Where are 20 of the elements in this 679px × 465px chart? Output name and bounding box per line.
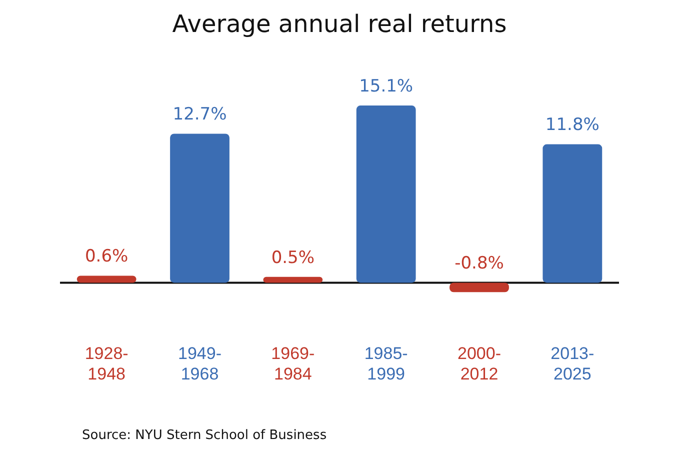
bar	[356, 106, 416, 283]
data-label: 15.1%	[359, 76, 414, 96]
bar	[450, 282, 509, 292]
bar	[170, 134, 230, 283]
x-tick-label: 1985-1999	[364, 344, 408, 384]
data-label: 11.8%	[545, 115, 600, 136]
bar	[263, 276, 323, 283]
x-tick-label: 1949-1968	[178, 344, 222, 384]
x-tick-label: 2000-2012	[458, 344, 501, 384]
bar	[76, 276, 136, 283]
data-label: 0.6%	[84, 246, 128, 267]
chart-title: Average annual real returns	[171, 10, 508, 38]
data-label: 12.7%	[172, 104, 227, 125]
data-label: -0.8%	[454, 254, 504, 274]
data-label: 0.5%	[271, 248, 315, 268]
x-tick-label: 1969-1984	[271, 344, 315, 384]
bar	[542, 144, 602, 283]
x-tick-label: 1928-1948	[84, 344, 128, 384]
x-tick-label: 2013-2025	[550, 344, 594, 384]
source-note: Source: NYU Stern School of Business	[82, 428, 327, 443]
